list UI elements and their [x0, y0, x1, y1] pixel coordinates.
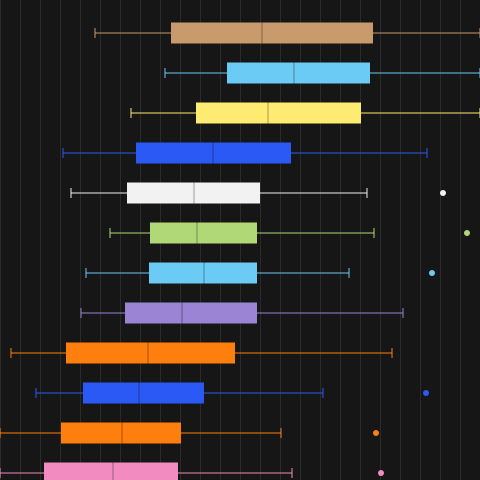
outlier-point: [464, 230, 470, 236]
box-plot-5: [70, 182, 446, 204]
box-plot-8: [80, 302, 404, 324]
iqr-box: [171, 22, 373, 44]
box-plot-3: [130, 102, 480, 124]
outlier-point: [440, 190, 446, 196]
box-plot-6: [109, 222, 470, 244]
box-plot-4: [62, 142, 428, 164]
outlier-point: [373, 430, 379, 436]
iqr-box: [83, 382, 204, 404]
iqr-box: [44, 462, 178, 480]
iqr-box: [61, 422, 181, 444]
iqr-box: [227, 62, 370, 84]
box-plot-1: [94, 22, 480, 44]
iqr-box: [136, 142, 291, 164]
iqr-box: [125, 302, 257, 324]
iqr-box: [127, 182, 260, 204]
outlier-point: [378, 470, 384, 476]
box-plot-12: [0, 462, 384, 480]
iqr-box: [196, 102, 361, 124]
box-plot-2: [164, 62, 480, 84]
iqr-box: [150, 222, 257, 244]
outlier-point: [423, 390, 429, 396]
box-plot-9: [10, 342, 393, 364]
box-plot-11: [0, 422, 379, 444]
box-plot-10: [35, 382, 429, 404]
box-plot-7: [85, 262, 435, 284]
outlier-point: [429, 270, 435, 276]
iqr-box: [149, 262, 257, 284]
iqr-box: [66, 342, 235, 364]
box-series: [0, 22, 480, 480]
